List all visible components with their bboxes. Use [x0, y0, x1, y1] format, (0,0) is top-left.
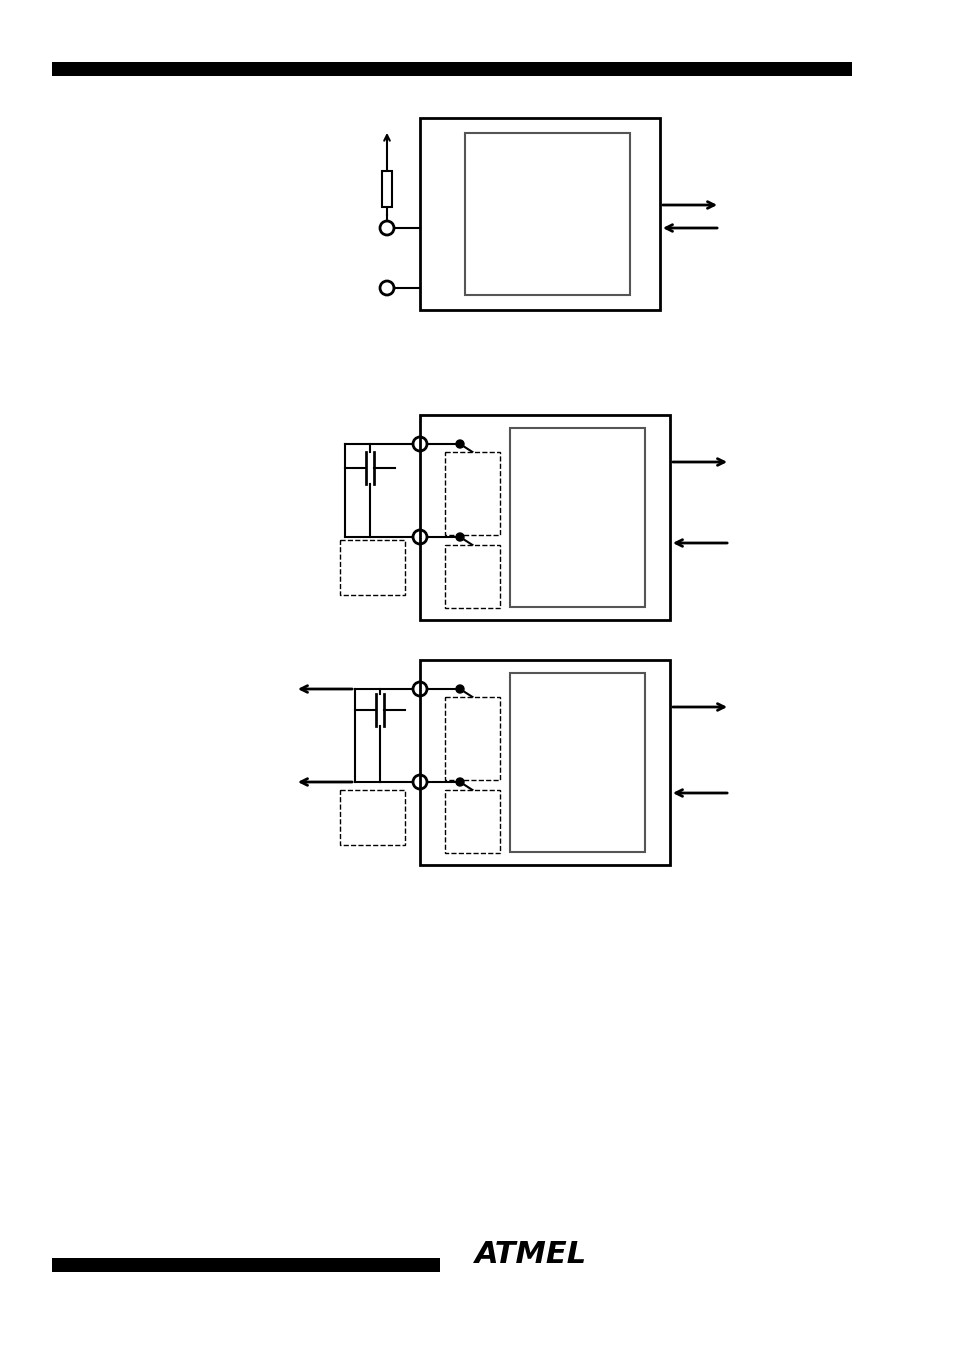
- Bar: [339, 790, 405, 844]
- Bar: [444, 544, 499, 608]
- Bar: [444, 697, 499, 780]
- Circle shape: [456, 778, 463, 786]
- Bar: [339, 540, 405, 594]
- Text: ATMEL: ATMEL: [475, 1240, 586, 1269]
- Circle shape: [456, 440, 463, 449]
- Bar: [419, 118, 659, 309]
- Bar: [444, 453, 499, 535]
- Circle shape: [456, 685, 463, 693]
- Bar: [444, 790, 499, 852]
- Bar: [419, 415, 669, 620]
- Bar: [52, 62, 851, 76]
- Circle shape: [456, 534, 463, 540]
- Bar: [510, 673, 644, 852]
- Bar: [510, 428, 644, 607]
- Bar: [52, 1258, 439, 1273]
- Bar: [419, 661, 669, 865]
- Bar: [381, 170, 392, 207]
- Bar: [464, 132, 629, 295]
